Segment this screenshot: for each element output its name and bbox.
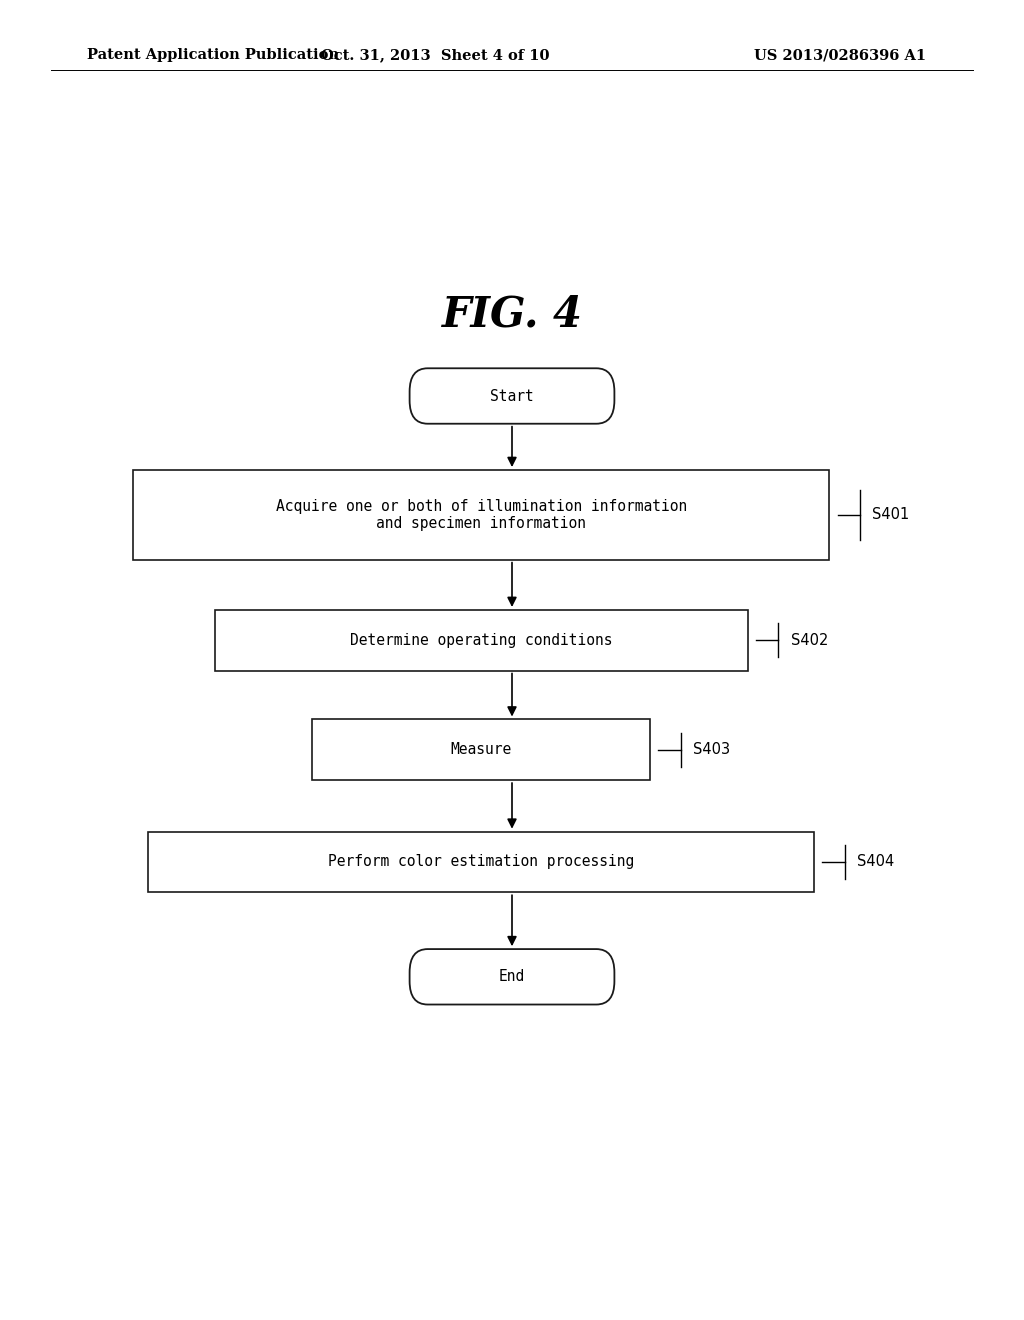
- Text: Patent Application Publication: Patent Application Publication: [87, 49, 339, 62]
- Text: S402: S402: [791, 632, 827, 648]
- Text: S404: S404: [857, 854, 894, 870]
- FancyBboxPatch shape: [410, 368, 614, 424]
- Text: FIG. 4: FIG. 4: [441, 293, 583, 335]
- Text: Acquire one or both of illumination information
and specimen information: Acquire one or both of illumination info…: [275, 499, 687, 531]
- Text: S401: S401: [872, 507, 909, 523]
- Text: Determine operating conditions: Determine operating conditions: [350, 632, 612, 648]
- Text: Measure: Measure: [451, 742, 512, 758]
- FancyBboxPatch shape: [410, 949, 614, 1005]
- Bar: [148, 832, 814, 892]
- Text: Oct. 31, 2013  Sheet 4 of 10: Oct. 31, 2013 Sheet 4 of 10: [321, 49, 550, 62]
- Bar: [215, 610, 748, 671]
- Bar: [312, 719, 650, 780]
- Bar: [133, 470, 829, 560]
- Text: End: End: [499, 969, 525, 985]
- Text: US 2013/0286396 A1: US 2013/0286396 A1: [754, 49, 926, 62]
- Text: Perform color estimation processing: Perform color estimation processing: [328, 854, 635, 870]
- Text: S403: S403: [693, 742, 730, 758]
- Text: Start: Start: [490, 388, 534, 404]
